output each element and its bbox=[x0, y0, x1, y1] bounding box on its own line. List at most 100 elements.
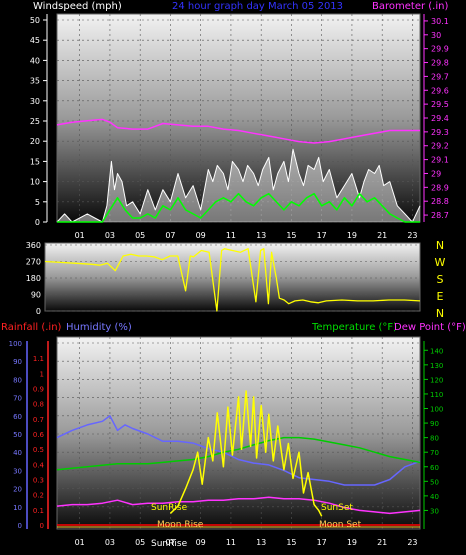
sunset-label: SunSet bbox=[321, 503, 353, 513]
humidity-tick: 0 bbox=[18, 522, 22, 530]
barometer-tick: 28.8 bbox=[431, 197, 449, 206]
panel3-hour-tick: 19 bbox=[347, 538, 357, 547]
temp-humidity-series bbox=[56, 390, 421, 528]
panel1-hour-tick: 09 bbox=[196, 231, 206, 240]
moonset-label: Moon Set bbox=[319, 520, 362, 530]
windspeed-tick: 0 bbox=[35, 218, 40, 227]
rainfall-tick: 0.6 bbox=[33, 431, 45, 439]
solar-line bbox=[169, 390, 323, 517]
panel1-hour-tick: 03 bbox=[105, 231, 115, 240]
panel3-hour-tick: 13 bbox=[256, 538, 266, 547]
rainfall-tick: 0 bbox=[40, 522, 44, 530]
windspeed-tick: 45 bbox=[30, 36, 40, 45]
rainfall-tick: 0.3 bbox=[33, 477, 44, 485]
compass-label: N bbox=[436, 239, 444, 252]
wind-direction-series bbox=[44, 248, 421, 312]
barometer-tick: 29 bbox=[431, 169, 441, 178]
wind-direction-line bbox=[44, 248, 421, 312]
wind-barometer-panel bbox=[56, 13, 421, 223]
wind-gust-area bbox=[57, 149, 420, 222]
barometer-tick: 29.9 bbox=[431, 45, 449, 54]
windspeed-tick: 40 bbox=[30, 56, 40, 65]
compass-label: N bbox=[436, 307, 444, 320]
rainfall-tick: 0.1 bbox=[33, 507, 44, 515]
barometer-tick: 29.6 bbox=[431, 86, 449, 95]
dew-point-axis-title: Dew Point (°F) bbox=[394, 322, 466, 333]
panel1-hour-tick: 01 bbox=[75, 231, 85, 240]
temperature-line bbox=[56, 436, 421, 471]
humidity-tick: 100 bbox=[9, 340, 22, 348]
panel1-hour-tick: 07 bbox=[165, 231, 175, 240]
barometer-tick: 30 bbox=[431, 31, 441, 40]
barometer-tick: 29.7 bbox=[431, 72, 449, 81]
barometer-tick: 28.7 bbox=[431, 211, 449, 220]
rainfall-tick: 1.1 bbox=[33, 355, 44, 363]
moonrise-label: Moon Rise bbox=[157, 520, 204, 530]
panel3-hour-tick: 23 bbox=[407, 538, 417, 547]
barometer-tick: 30.1 bbox=[431, 17, 449, 26]
windspeed-axis: 0 5 10 15 20 25 30 35 40 45 50 bbox=[30, 14, 48, 227]
barometer-line bbox=[56, 118, 420, 144]
compass-label: E bbox=[437, 290, 444, 303]
windspeed-tick: 50 bbox=[30, 16, 40, 25]
panel3-hour-axis: 01 03 05 07 09 11 13 15 17 19 21 23 bbox=[75, 538, 418, 547]
humidity-tick: 70 bbox=[13, 395, 22, 403]
panel3-hour-tick: 07 bbox=[165, 538, 175, 547]
barometer-tick: 29.2 bbox=[431, 142, 449, 151]
rainfall-axis: 0 0.1 0.2 0.3 0.4 0.5 0.6 0.7 0.8 0.9 1 1.1 bbox=[33, 341, 49, 530]
wind-barometer-series bbox=[56, 118, 421, 223]
panel1-hour-tick: 19 bbox=[347, 231, 357, 240]
panel3-hour-tick: 21 bbox=[377, 538, 387, 547]
temperature-tick: 60 bbox=[430, 464, 439, 472]
windspeed-tick: 30 bbox=[30, 97, 40, 106]
rainfall-tick: 0.5 bbox=[33, 446, 44, 454]
rainfall-tick: 0.9 bbox=[33, 386, 44, 394]
humidity-axis: 0 10 20 30 40 50 60 70 80 90 100 bbox=[9, 340, 28, 530]
panel1-hour-tick: 17 bbox=[317, 231, 327, 240]
rainfall-tick: 0.2 bbox=[33, 492, 44, 500]
barometer-tick: 29.4 bbox=[431, 114, 449, 123]
temperature-axis: 30 40 50 60 70 80 90 100 110 120 130 140 bbox=[423, 341, 443, 529]
wind-gust-line bbox=[56, 148, 421, 223]
humidity-tick: 80 bbox=[13, 376, 22, 384]
humidity-axis-title: Humidity (%) bbox=[66, 322, 132, 333]
wind-direction-panel bbox=[44, 242, 421, 312]
direction-tick: 180 bbox=[26, 274, 41, 283]
barometer-tick: 29.8 bbox=[431, 59, 449, 68]
temperature-tick: 50 bbox=[430, 478, 439, 486]
direction-axis: 0 90 180 270 360 bbox=[26, 241, 41, 316]
panel1-hour-axis: 01 03 05 07 09 11 13 15 17 19 21 23 bbox=[75, 231, 418, 240]
direction-tick: 0 bbox=[36, 307, 41, 316]
windspeed-tick: 25 bbox=[30, 117, 40, 126]
barometer-tick: 29.3 bbox=[431, 128, 449, 137]
compass-label: S bbox=[437, 273, 444, 286]
panel1-hour-tick: 05 bbox=[135, 231, 145, 240]
humidity-tick: 10 bbox=[13, 504, 22, 512]
panel1-hour-tick: 13 bbox=[256, 231, 266, 240]
direction-tick: 360 bbox=[26, 241, 41, 250]
temp-humidity-panel bbox=[56, 336, 421, 530]
direction-tick: 270 bbox=[26, 258, 41, 267]
wind-average-line bbox=[57, 192, 420, 223]
humidity-tick: 20 bbox=[13, 486, 22, 494]
rainfall-axis-title: Rainfall (.in) bbox=[1, 322, 62, 333]
panel1-hour-tick: 11 bbox=[226, 231, 236, 240]
rainfall-tick: 0.8 bbox=[33, 401, 44, 409]
barometer-axis: 28.7 28.8 28.9 29 29.1 29.2 29.3 29.4 29.5 29.6 29… bbox=[423, 14, 449, 222]
panel3-hour-tick: 11 bbox=[226, 538, 236, 547]
rainfall-tick: 0.7 bbox=[33, 416, 44, 424]
barometer-tick: 29.1 bbox=[431, 156, 449, 165]
graph-title: 24 hour graph day March 05 2013 bbox=[172, 1, 343, 12]
humidity-tick: 50 bbox=[13, 431, 22, 439]
temperature-tick: 80 bbox=[430, 435, 439, 443]
temperature-tick: 140 bbox=[430, 347, 443, 355]
temperature-tick: 120 bbox=[430, 376, 443, 384]
temperature-tick: 40 bbox=[430, 493, 439, 501]
rainfall-tick: 1 bbox=[40, 370, 44, 378]
humidity-tick: 60 bbox=[13, 413, 22, 421]
humidity-tick: 90 bbox=[13, 358, 22, 366]
panel3-hour-tick: 09 bbox=[196, 538, 206, 547]
rainfall-tick: 0.4 bbox=[33, 461, 45, 469]
temperature-axis-title: Temperature (°F) bbox=[311, 322, 397, 333]
